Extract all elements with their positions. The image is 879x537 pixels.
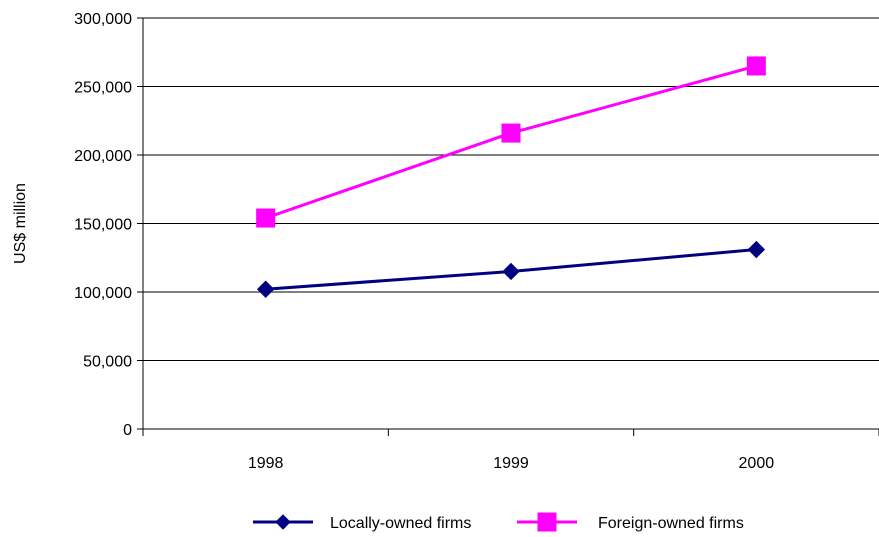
x-tick-label: 2000	[739, 455, 775, 472]
series-1	[256, 240, 766, 298]
y-tick-label: 50,000	[83, 354, 132, 371]
gridlines	[143, 17, 879, 361]
square-marker	[746, 56, 766, 76]
square-marker	[256, 208, 276, 228]
y-axis-ticks: 0 50,000 100,000 150,000 200,000 250,000 300,0…	[74, 11, 143, 439]
legend-item: Foreign-owned firms	[517, 512, 744, 532]
diamond-marker	[275, 514, 291, 530]
y-tick-label: 250,000	[74, 80, 132, 97]
diamond-marker	[502, 262, 520, 281]
legend-label: Foreign-owned firms	[598, 515, 744, 532]
y-tick-label: 100,000	[74, 285, 132, 302]
y-tick-label: 150,000	[74, 217, 132, 234]
x-axis-ticks: 1998 1999 2000	[142, 429, 879, 472]
diamond-marker	[747, 240, 766, 259]
square-marker	[537, 512, 557, 532]
x-tick-label: 1999	[493, 455, 529, 472]
y-tick-label: 200,000	[74, 148, 132, 165]
legend: Locally-owned firms Foreign-owned firms	[253, 512, 744, 532]
series-group	[256, 56, 766, 298]
x-tick-label: 1998	[248, 455, 284, 472]
legend-label: Locally-owned firms	[330, 515, 471, 532]
square-marker	[501, 123, 521, 143]
y-axis-title: US$ million	[12, 183, 29, 264]
y-tick-label: 0	[123, 422, 132, 439]
y-tick-label: 300,000	[74, 11, 132, 28]
series-2	[256, 56, 766, 228]
diamond-marker	[256, 280, 275, 298]
legend-item: Locally-owned firms	[253, 514, 471, 532]
